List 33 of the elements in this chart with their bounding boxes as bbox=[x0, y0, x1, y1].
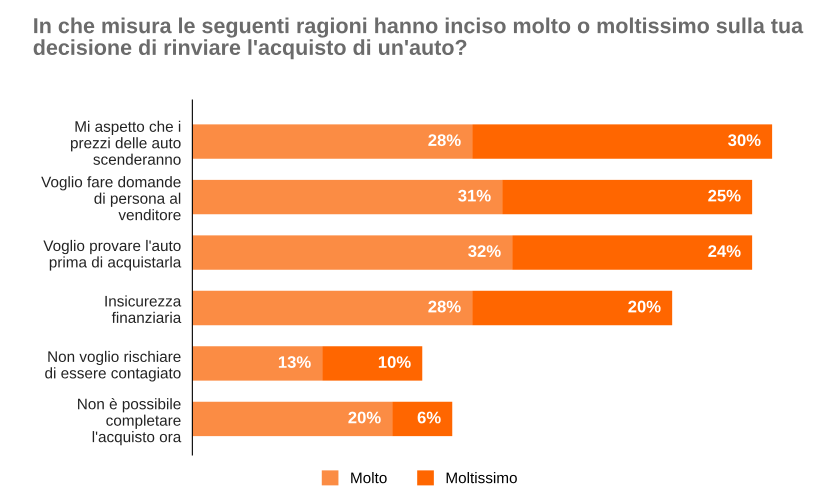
data-label: 31% bbox=[458, 190, 491, 202]
data-label: 25% bbox=[708, 190, 741, 202]
bar bbox=[192, 346, 322, 381]
bar bbox=[192, 235, 512, 270]
data-label: 6% bbox=[418, 412, 441, 424]
y-tick-label: Voglio provare l'auto prima di acquistarla bbox=[43, 240, 182, 271]
bar bbox=[192, 402, 392, 436]
bar bbox=[472, 290, 672, 326]
legend-label: Moltissimo bbox=[446, 472, 517, 484]
bar bbox=[192, 290, 472, 326]
data-label: 30% bbox=[728, 134, 761, 146]
data-label: 32% bbox=[468, 245, 501, 258]
bar bbox=[192, 180, 502, 214]
data-label: 10% bbox=[378, 356, 411, 368]
legend-label: Molto bbox=[351, 472, 387, 484]
bar bbox=[472, 124, 772, 159]
bar bbox=[192, 124, 472, 159]
bar bbox=[512, 235, 752, 270]
bar bbox=[502, 180, 752, 214]
bar bbox=[322, 346, 422, 381]
data-label: 13% bbox=[278, 356, 311, 368]
data-label: 28% bbox=[428, 300, 461, 312]
data-label: 28% bbox=[428, 134, 461, 146]
y-tick-label: Voglio fare domande di persona al venditore bbox=[41, 176, 181, 220]
bar bbox=[392, 402, 452, 436]
y-tick-label: Non è possibile completare l'acquisto ora bbox=[78, 398, 182, 446]
y-tick-label: Non voglio rischiare di essere contagiato bbox=[45, 350, 181, 382]
data-label: 24% bbox=[708, 245, 741, 257]
y-tick-label: Mi aspetto che i prezzi delle auto scenderanno bbox=[70, 120, 181, 165]
data-label: 20% bbox=[628, 300, 661, 312]
data-label: 20% bbox=[348, 412, 381, 424]
y-tick-label: Insicurezza finanziaria bbox=[105, 295, 182, 324]
chart-title: In che misura le seguenti ragioni hanno inciso molto o moltissimo sulla tua decisione di rinviare l'acquisto di un'auto? bbox=[34, 18, 804, 60]
